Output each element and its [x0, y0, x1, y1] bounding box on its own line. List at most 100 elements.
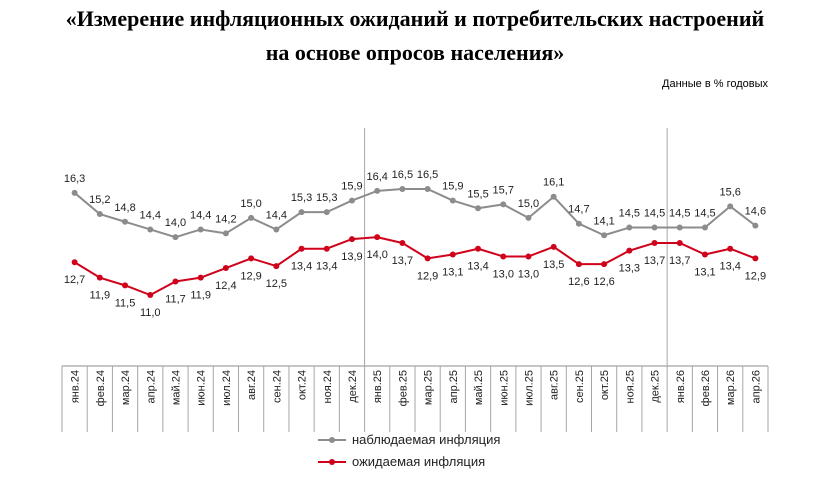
observed-data-label: 14,6 — [745, 206, 766, 218]
expected-point — [172, 278, 179, 285]
observed-data-label: 14,0 — [165, 217, 186, 229]
expected-point — [626, 247, 633, 254]
x-tick-label: фев.26 — [700, 370, 712, 406]
observed-point — [676, 224, 683, 231]
x-tick-label: авг.25 — [549, 370, 561, 400]
observed-point — [449, 197, 456, 204]
observed-point — [273, 226, 280, 233]
x-tick-label: дек.24 — [347, 370, 359, 403]
observed-data-label: 14,5 — [669, 208, 690, 220]
expected-point — [500, 253, 507, 260]
observed-data-label: 14,2 — [215, 213, 236, 225]
observed-data-label: 16,4 — [366, 171, 387, 183]
expected-point — [348, 236, 355, 243]
observed-data-label: 15,3 — [291, 192, 312, 204]
observed-data-label: 14,5 — [694, 208, 715, 220]
expected-point — [298, 245, 305, 252]
expected-point — [147, 292, 154, 298]
legend-observed-label: наблюдаемая инфляция — [352, 432, 500, 447]
expected-data-label: 13,1 — [694, 267, 715, 279]
x-tick-label: мар.26 — [725, 370, 737, 405]
observed-point — [399, 186, 406, 192]
expected-data-label: 13,4 — [291, 261, 312, 273]
expected-point — [399, 239, 406, 246]
x-tick-label: июн.25 — [498, 370, 510, 406]
legend-expected-label: ожидаемая инфляция — [352, 454, 485, 469]
expected-point — [122, 282, 129, 289]
observed-point — [96, 211, 103, 218]
observed-point — [500, 201, 507, 208]
expected-data-label: 12,6 — [593, 276, 614, 288]
expected-data-label: 11,9 — [90, 290, 111, 302]
expected-point — [424, 255, 431, 262]
observed-data-label: 15,9 — [341, 181, 362, 193]
legend-marker — [329, 459, 335, 465]
x-tick-label: окт.25 — [599, 370, 611, 400]
title-line-1: «Измерение инфляционных ожиданий и потре… — [65, 6, 765, 31]
observed-point — [348, 197, 355, 204]
observed-point — [172, 234, 179, 241]
observed-data-label: 16,3 — [64, 173, 85, 185]
expected-point — [323, 245, 330, 252]
expected-point — [197, 274, 204, 281]
expected-point — [525, 253, 532, 260]
observed-data-label: 16,5 — [392, 169, 413, 181]
expected-point — [701, 251, 708, 258]
expected-data-label: 13,4 — [316, 261, 337, 273]
observed-data-label: 15,0 — [518, 198, 539, 210]
observed-data-label: 14,4 — [190, 209, 211, 221]
title-line-2: на основе опросов населения» — [265, 40, 565, 65]
observed-point — [122, 218, 129, 225]
x-tick-label: апр.24 — [145, 370, 157, 403]
observed-data-label: 14,1 — [593, 215, 614, 227]
expected-point — [475, 245, 482, 252]
expected-data-label: 12,9 — [745, 270, 766, 282]
chart-title: «Измерение инфляционных ожиданий и потре… — [0, 2, 830, 70]
observed-data-label: 15,2 — [89, 194, 110, 206]
x-tick-label: май.24 — [170, 370, 182, 405]
expected-data-label: 12,9 — [417, 270, 438, 282]
expected-data-label: 11,7 — [165, 294, 186, 306]
x-tick-label: май.25 — [473, 370, 485, 405]
expected-data-label: 13,3 — [619, 263, 640, 275]
expected-data-label: 13,5 — [543, 259, 564, 271]
expected-data-label: 12,6 — [568, 276, 589, 288]
observed-data-label: 14,4 — [266, 209, 287, 221]
expected-point — [651, 239, 658, 246]
expected-inflation-line — [74, 236, 756, 296]
observed-point — [424, 186, 431, 192]
expected-data-label: 11,5 — [115, 297, 136, 309]
observed-data-label: 15,5 — [467, 188, 488, 200]
observed-data-label: 14,5 — [644, 208, 665, 220]
observed-point — [71, 189, 78, 196]
expected-data-label: 12,9 — [240, 270, 261, 282]
expected-point — [550, 243, 557, 250]
observed-data-label: 15,0 — [240, 198, 261, 210]
expected-data-label: 14,0 — [366, 249, 387, 261]
observed-point — [525, 214, 532, 221]
expected-point — [374, 234, 381, 241]
expected-data-label: 12,7 — [64, 274, 85, 286]
expected-data-label: 13,4 — [719, 261, 740, 273]
observed-data-label: 15,9 — [442, 181, 463, 193]
expected-data-label: 13,4 — [467, 261, 488, 273]
observed-point — [298, 209, 305, 216]
x-tick-label: дек.25 — [650, 370, 662, 403]
observed-point — [626, 224, 633, 231]
expected-data-label: 13,9 — [341, 251, 362, 263]
x-tick-label: ноя.24 — [322, 370, 334, 403]
x-tick-label: авг.24 — [246, 370, 258, 400]
observed-inflation-line — [73, 188, 757, 239]
x-tick-label: окт.24 — [297, 370, 309, 400]
x-tick-label: апр.25 — [448, 370, 460, 403]
expected-data-label: 11,0 — [140, 307, 161, 319]
x-tick-label: мар.24 — [120, 370, 132, 405]
x-tick-label: фев.24 — [95, 370, 107, 406]
expected-point — [273, 263, 280, 270]
expected-point — [575, 261, 582, 268]
x-tick-label: фев.25 — [397, 370, 409, 406]
legend-marker — [329, 437, 335, 443]
observed-data-label: 16,5 — [417, 169, 438, 181]
observed-point — [727, 203, 734, 210]
expected-point — [449, 251, 456, 258]
